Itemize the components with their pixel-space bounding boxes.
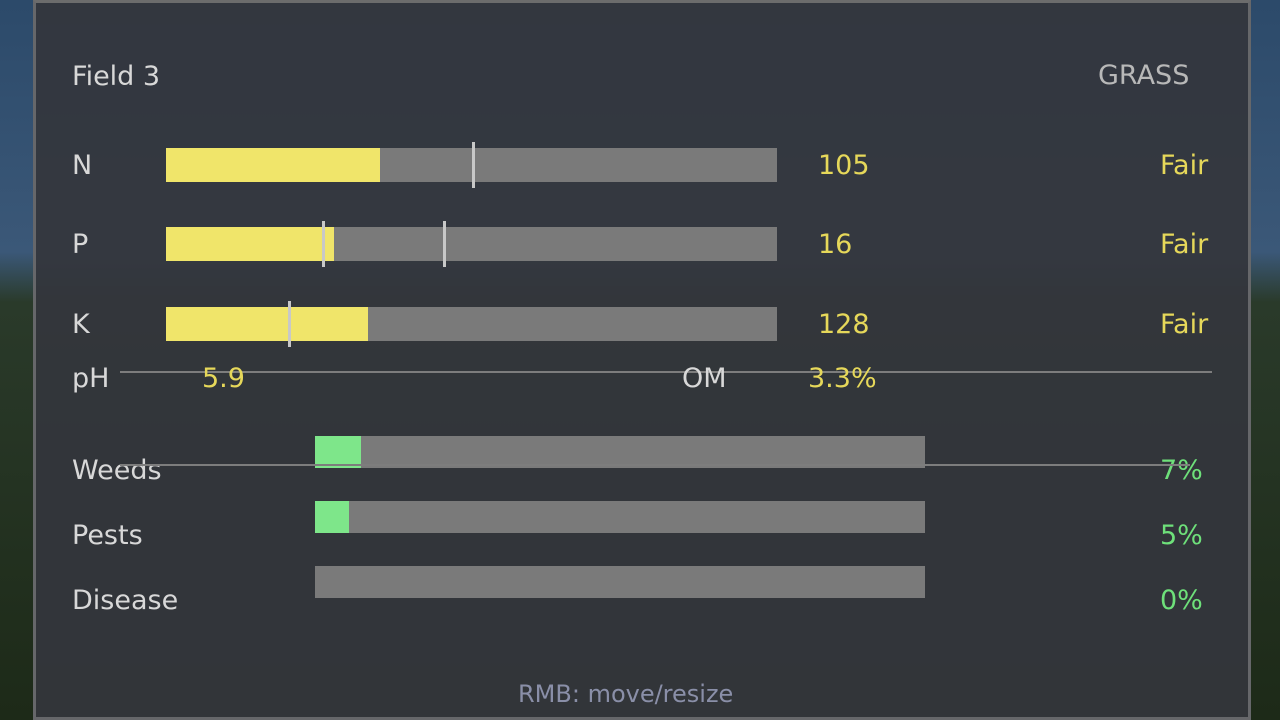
- divider: [120, 371, 1212, 373]
- threat-bar: [315, 436, 925, 468]
- crop-label: GRASS: [1098, 60, 1190, 91]
- nutrient-status: Fair: [1160, 309, 1209, 340]
- threat-label: Weeds: [72, 455, 162, 486]
- om-value: 3.3%: [808, 363, 877, 394]
- target-marker: [321, 221, 325, 267]
- threat-bar: [315, 566, 925, 598]
- threat-value: 7%: [1160, 455, 1203, 486]
- threat-bar-fill: [315, 501, 349, 533]
- ph-label: pH: [72, 363, 110, 394]
- nutrient-status: Fair: [1160, 150, 1209, 181]
- nutrient-label: P: [72, 229, 89, 260]
- threat-value: 5%: [1160, 520, 1203, 551]
- threat-bar-fill: [315, 436, 361, 468]
- target-marker: [288, 301, 292, 347]
- nutrient-label: N: [72, 150, 93, 181]
- nutrient-bar-fill: [166, 227, 335, 261]
- field-title: Field 3: [72, 61, 161, 92]
- nutrient-bar: [166, 301, 777, 347]
- threat-bar: [315, 501, 925, 533]
- target-marker: [442, 221, 446, 267]
- nutrient-status: Fair: [1160, 229, 1209, 260]
- target-marker: [471, 142, 475, 188]
- threat-value: 0%: [1160, 585, 1203, 616]
- nutrient-value: 105: [818, 150, 870, 181]
- nutrient-bar: [166, 142, 777, 188]
- divider: [120, 464, 1190, 466]
- nutrient-value: 128: [818, 309, 870, 340]
- threat-label: Disease: [72, 585, 179, 616]
- ph-value: 5.9: [202, 363, 245, 394]
- nutrient-bar-fill: [166, 307, 368, 341]
- om-label: OM: [682, 363, 727, 394]
- threat-label: Pests: [72, 520, 143, 551]
- nutrient-value: 16: [818, 229, 853, 260]
- field-info-panel[interactable]: [33, 0, 1251, 720]
- footer-hint: RMB: move/resize: [518, 680, 734, 708]
- nutrient-bar: [166, 221, 777, 267]
- nutrient-label: K: [72, 309, 90, 340]
- nutrient-bar-fill: [166, 148, 380, 182]
